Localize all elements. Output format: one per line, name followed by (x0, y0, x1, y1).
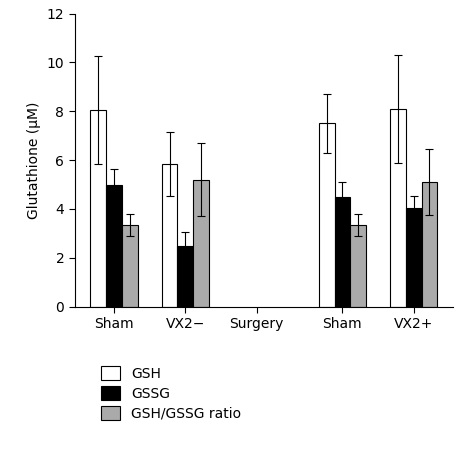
Bar (177, 246, 193, 307)
Bar (334, 197, 350, 307)
Bar (193, 179, 209, 307)
Bar (422, 182, 437, 307)
Bar (162, 164, 177, 307)
Bar (319, 124, 334, 307)
Bar (390, 109, 406, 307)
Bar (406, 208, 422, 307)
Legend: GSH, GSSG, GSH/GSSG ratio: GSH, GSSG, GSH/GSSG ratio (100, 366, 241, 421)
Bar (350, 225, 366, 307)
Bar (122, 225, 137, 307)
Bar (106, 184, 122, 307)
Bar (91, 110, 106, 307)
Y-axis label: Glutathione (μM): Glutathione (μM) (27, 101, 41, 219)
